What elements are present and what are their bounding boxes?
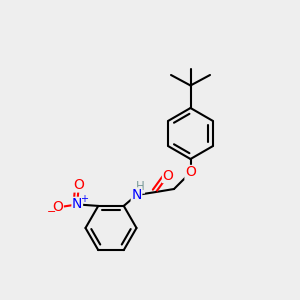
Text: −: − [46,207,56,217]
Text: N: N [72,197,83,212]
Text: N: N [131,188,142,202]
Text: O: O [52,200,63,214]
Text: O: O [185,166,196,179]
Text: O: O [163,169,173,182]
Text: H: H [136,180,145,193]
Text: +: + [80,194,88,204]
Text: O: O [73,178,84,192]
